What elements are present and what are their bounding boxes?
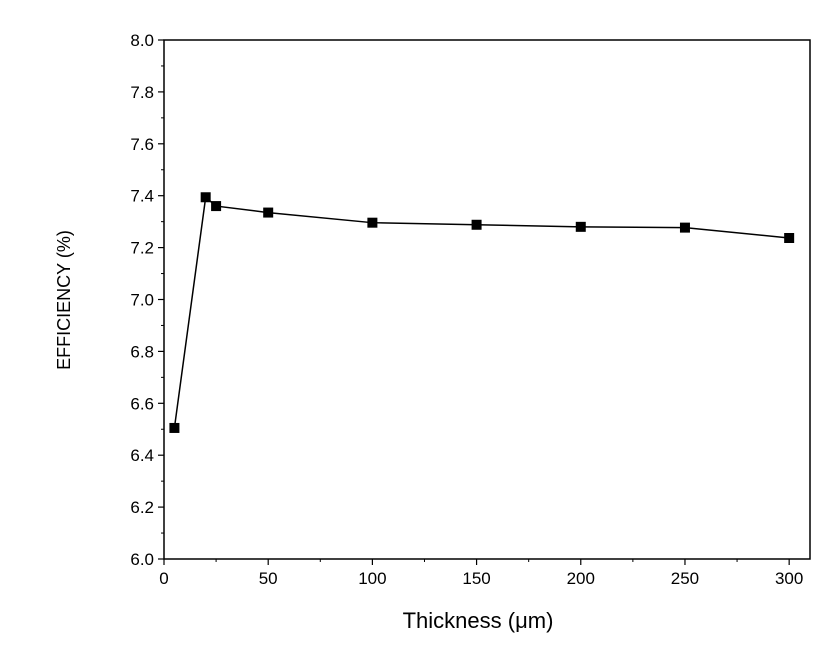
- x-tick-label: 0: [159, 569, 168, 588]
- x-tick-label: 300: [775, 569, 803, 588]
- series-line: [173, 195, 790, 429]
- plot-frame: [163, 39, 811, 560]
- data-point: [679, 222, 690, 233]
- x-tick-label: 200: [567, 569, 595, 588]
- y-tick-label: 6.8: [130, 342, 154, 361]
- x-tick-label: 150: [462, 569, 490, 588]
- y-tick-label: 7.4: [130, 187, 154, 206]
- x-tick-label: 250: [671, 569, 699, 588]
- data-point: [471, 219, 482, 230]
- x-tick-label: 100: [358, 569, 386, 588]
- y-tick-label: 7.0: [130, 291, 154, 310]
- x-axis-label: Thickness (μm): [403, 608, 554, 633]
- y-tick-label: 6.4: [130, 446, 154, 465]
- data-point: [211, 201, 222, 212]
- data-point: [263, 207, 274, 218]
- data-point: [784, 232, 795, 243]
- y-tick-label: 7.6: [130, 135, 154, 154]
- y-tick-label: 7.8: [130, 83, 154, 102]
- y-tick-label: 7.2: [130, 239, 154, 258]
- y-tick-label: 6.6: [130, 394, 154, 413]
- data-point: [200, 192, 211, 203]
- data-point: [367, 217, 378, 228]
- y-tick-label: 6.2: [130, 498, 154, 517]
- y-tick-label: 8.0: [130, 31, 154, 50]
- y-tick-label: 6.0: [130, 550, 154, 569]
- y-axis-label: EFFICIENCY (%): [54, 230, 74, 370]
- data-point: [575, 221, 586, 232]
- data-point: [169, 422, 180, 433]
- x-tick-label: 50: [259, 569, 278, 588]
